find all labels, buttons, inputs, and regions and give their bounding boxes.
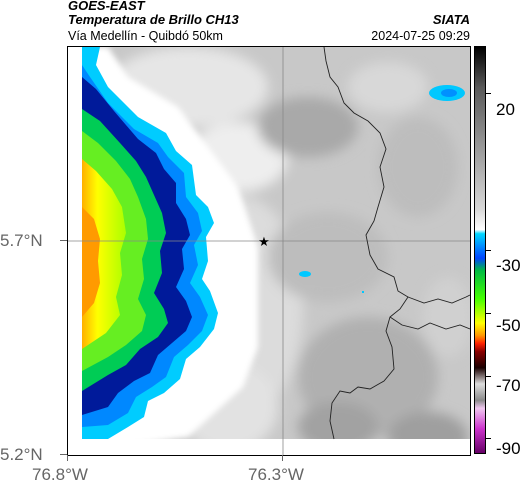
lon-label-76-8: 76.8°W xyxy=(32,465,88,484)
lat-label-5-7: 5.7°N xyxy=(0,231,43,250)
colorbar-label-20: 20 xyxy=(496,100,515,119)
lon-tick xyxy=(282,455,283,461)
colorbar-label-minus50: -50 xyxy=(496,316,521,335)
brightness-temperature-image: ★ xyxy=(68,47,470,455)
satellite-title: GOES-EAST xyxy=(68,0,145,13)
cold-cell-center xyxy=(299,271,311,277)
nodata-bottom xyxy=(68,439,470,455)
boundary-line-southeast xyxy=(389,316,470,330)
colorbar-tick xyxy=(486,250,491,251)
colorbar-tick xyxy=(486,93,491,94)
colorbar-label-minus30: -30 xyxy=(496,256,521,275)
lon-tick xyxy=(67,455,68,461)
boundary-line xyxy=(323,47,409,440)
lat-label-5-2: 5.2°N xyxy=(0,445,43,464)
route-subtitle: Vía Medellín - Quibdó 50km xyxy=(68,29,223,43)
cold-cell-speck xyxy=(362,291,364,293)
convective-system xyxy=(82,47,218,439)
datetime-label: 2024-07-25 09:29 xyxy=(371,29,470,43)
lat-tick xyxy=(60,240,67,241)
colorbar-tick xyxy=(486,313,491,314)
colorbar-tick xyxy=(486,376,491,377)
boundary-line-east xyxy=(407,294,470,304)
agency-label: SIATA xyxy=(432,12,470,27)
lon-label-76-3: 76.3°W xyxy=(248,465,304,484)
colorbar-label-minus70: -70 xyxy=(496,376,521,395)
colorbar-label-minus90: -90 xyxy=(496,439,521,458)
star-icon: ★ xyxy=(258,235,270,250)
lat-tick xyxy=(60,454,67,455)
cold-cell-ne-core xyxy=(441,89,457,97)
satellite-map: ★ xyxy=(67,46,471,456)
product-title: Temperatura de Brillo CH13 xyxy=(68,12,239,27)
nodata-left xyxy=(68,47,82,455)
colorbar-tick xyxy=(486,438,491,439)
temperature-colorbar xyxy=(474,46,486,454)
